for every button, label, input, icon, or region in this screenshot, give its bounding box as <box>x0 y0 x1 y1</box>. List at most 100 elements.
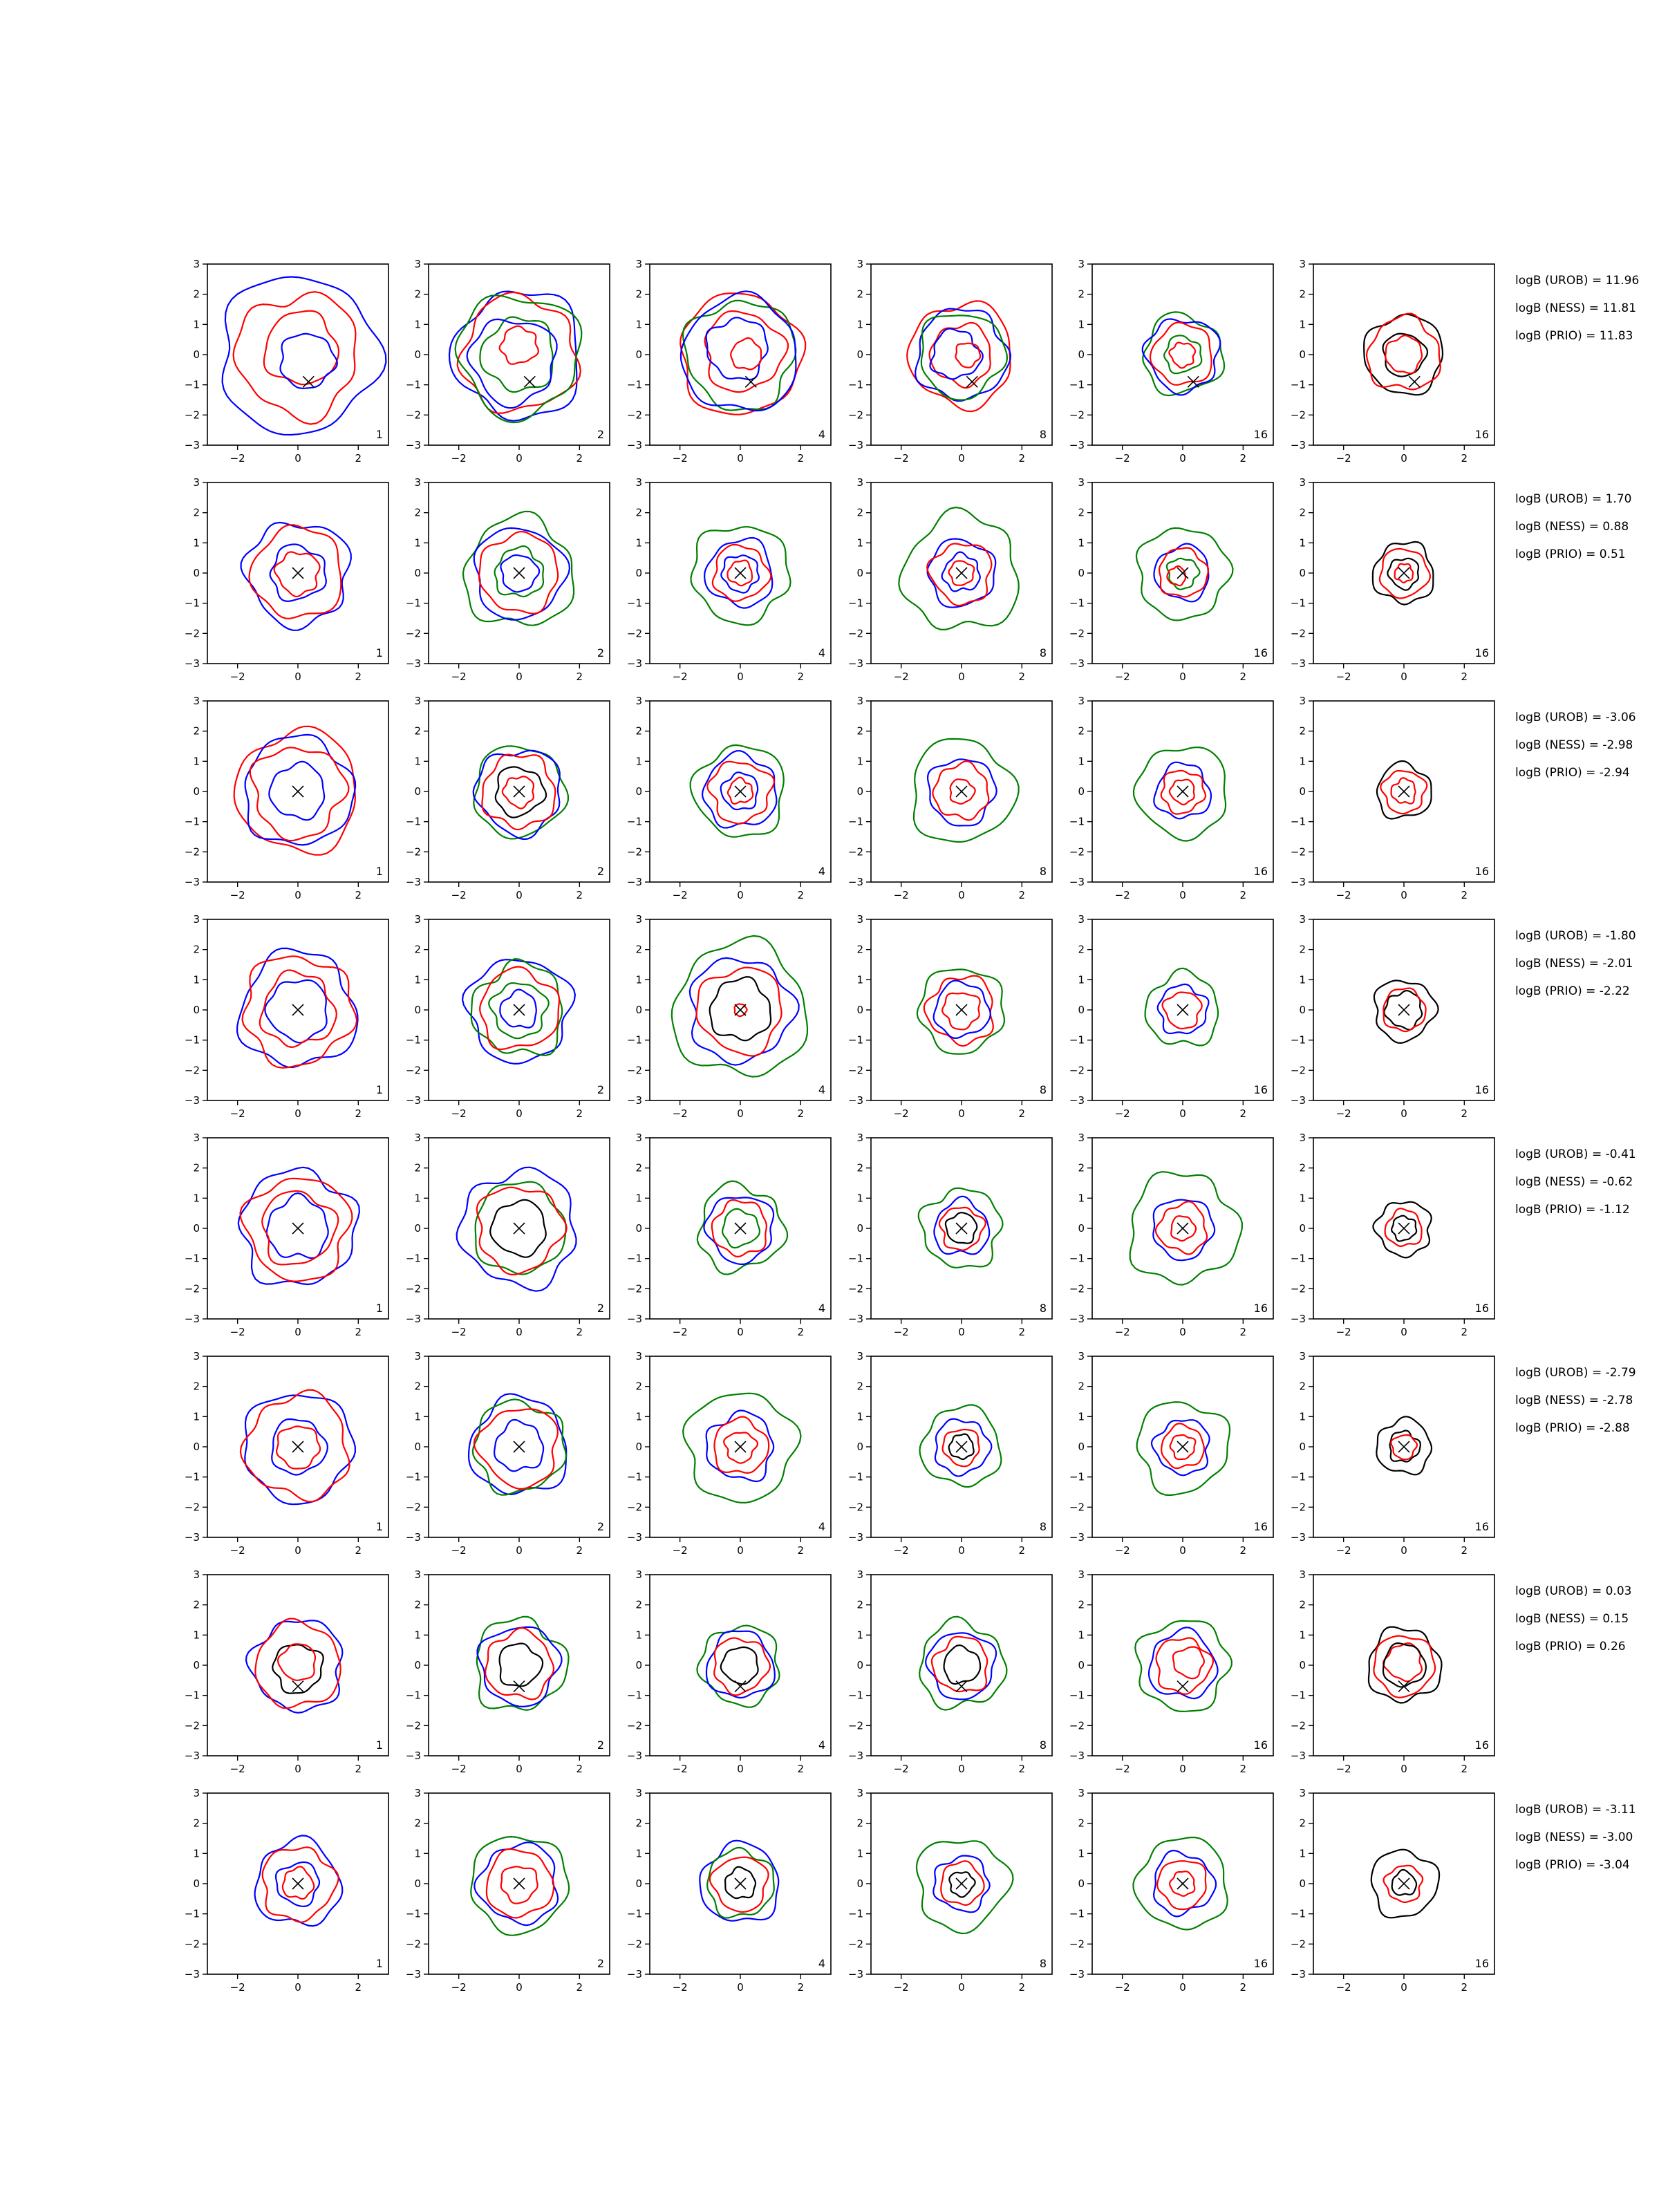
y-tick-label: −1 <box>1069 1689 1085 1702</box>
marker-stroke <box>1187 375 1199 388</box>
true-value-marker <box>1398 1877 1410 1890</box>
y-tick-label: −2 <box>627 1719 642 1732</box>
x-tick-label: 2 <box>1240 1981 1247 1994</box>
y-tick-label: 3 <box>635 1132 642 1144</box>
y-tick-label: 0 <box>1299 785 1306 798</box>
panel-r1-c2: −2 0 2 3 2 1 0 −1 −2 −3 2 <box>406 258 610 465</box>
contour-red <box>1382 1864 1424 1903</box>
marker-stroke <box>966 375 978 388</box>
contour-black <box>948 1871 976 1898</box>
panel-count-label: 16 <box>1475 1520 1489 1533</box>
y-tick-label: −1 <box>185 379 200 391</box>
y-tick-label: 3 <box>1299 695 1306 707</box>
x-tick-label: 0 <box>958 452 965 465</box>
x-tick-label: −2 <box>451 671 467 683</box>
y-tick-label: 1 <box>414 536 421 549</box>
contour-blue <box>1152 1199 1216 1262</box>
y-tick-label: −3 <box>627 876 642 888</box>
y-tick-label: 2 <box>635 1599 642 1611</box>
y-tick-label: −3 <box>848 876 863 888</box>
contour-red <box>928 321 991 389</box>
y-tick-label: −1 <box>848 1908 863 1920</box>
panel-r1-c1: −2 0 2 3 2 1 0 −1 −2 −3 1 <box>185 258 389 465</box>
y-tick-label: −1 <box>848 1253 863 1265</box>
contour-black <box>1376 760 1432 820</box>
panel-r3-c3: −2 0 2 3 2 1 0 −1 −2 −3 4 <box>627 695 832 901</box>
y-tick-label: 2 <box>635 944 642 956</box>
true-value-marker <box>734 1222 747 1235</box>
true-value-marker <box>966 375 978 388</box>
y-tick-label: −3 <box>406 1750 421 1762</box>
y-tick-label: −1 <box>1291 597 1306 610</box>
contour-green <box>690 526 791 626</box>
contour-red <box>1390 1434 1418 1461</box>
y-tick-label: −1 <box>848 379 863 391</box>
y-tick-label: 0 <box>193 785 200 798</box>
y-tick-label: 0 <box>1078 1659 1085 1671</box>
panel-count-label: 16 <box>1254 865 1268 878</box>
axes-frame <box>870 263 1053 446</box>
y-tick-label: 3 <box>635 258 642 270</box>
y-tick-label: 3 <box>856 1568 863 1581</box>
y-tick-label: −2 <box>185 845 200 858</box>
y-tick-label: 1 <box>1299 1192 1306 1204</box>
contour-red <box>938 1206 986 1251</box>
y-tick-label: 0 <box>1299 567 1306 579</box>
contour-group <box>682 1392 802 1503</box>
y-tick-label: −1 <box>627 1689 642 1702</box>
y-tick-label: 0 <box>1078 348 1085 361</box>
panel-r5-c1: −2 0 2 3 2 1 0 −1 −2 −3 1 <box>185 1132 389 1338</box>
logB-annotation: logB (NESS) = 0.88 <box>1515 520 1629 534</box>
y-tick-label: −3 <box>1291 1968 1306 1980</box>
contour-black <box>948 1433 975 1461</box>
panel-count-label: 16 <box>1475 1957 1489 1970</box>
contour-blue <box>720 554 760 594</box>
y-tick-label: −3 <box>1291 1531 1306 1544</box>
contour-blue <box>269 543 327 602</box>
panel-count-label: 16 <box>1254 646 1268 659</box>
contour-red <box>476 1186 568 1275</box>
y-tick-label: 3 <box>193 1132 200 1144</box>
y-tick-label: 1 <box>856 1847 863 1859</box>
true-value-marker <box>734 567 747 579</box>
y-tick-label: 3 <box>635 695 642 707</box>
marker-stroke <box>734 785 747 798</box>
axes-frame <box>870 1574 1053 1756</box>
y-tick-label: 3 <box>635 476 642 489</box>
contour-green <box>689 744 785 838</box>
y-tick-label: −3 <box>185 1313 200 1325</box>
contour-red <box>501 776 535 809</box>
x-tick-label: 0 <box>516 889 523 901</box>
marker-stroke <box>734 1877 747 1890</box>
contour-blue <box>925 1632 997 1700</box>
marker-stroke <box>1398 1222 1410 1235</box>
x-tick-label: −2 <box>1336 1981 1351 1994</box>
contour-blue <box>932 980 991 1039</box>
x-tick-label: 2 <box>1019 671 1026 683</box>
contour-blue <box>705 1630 776 1699</box>
y-tick-label: 1 <box>1299 1629 1306 1641</box>
x-tick-label: 0 <box>1179 1981 1186 1994</box>
panel-r7-c1: −2 0 2 3 2 1 0 −1 −2 −3 1 <box>185 1568 389 1775</box>
y-tick-label: 0 <box>635 1222 642 1235</box>
contour-group <box>233 725 357 856</box>
y-tick-label: −1 <box>627 816 642 828</box>
contour-red <box>248 524 342 619</box>
contour-group <box>689 744 785 838</box>
x-tick-label: 0 <box>516 1763 523 1775</box>
contour-group <box>456 1166 577 1292</box>
y-tick-label: 0 <box>635 1441 642 1453</box>
y-tick-label: 0 <box>635 567 642 579</box>
contour-red <box>456 291 581 414</box>
panel-r4-c1: −2 0 2 3 2 1 0 −1 −2 −3 1 <box>185 913 389 1120</box>
y-tick-label: 0 <box>1299 1222 1306 1235</box>
x-tick-label: −2 <box>894 1544 909 1557</box>
y-tick-label: −1 <box>848 816 863 828</box>
panel-count-label: 16 <box>1254 428 1268 441</box>
contour-blue <box>1153 1849 1217 1918</box>
panel-r7-c3: −2 0 2 3 2 1 0 −1 −2 −3 4 <box>627 1568 832 1775</box>
marker-stroke <box>513 1680 525 1693</box>
contour-black <box>1367 1626 1443 1704</box>
panel-r1-c5: −2 0 2 3 2 1 0 −1 −2 −3 16 <box>1069 258 1274 465</box>
y-tick-label: −3 <box>406 1094 421 1107</box>
